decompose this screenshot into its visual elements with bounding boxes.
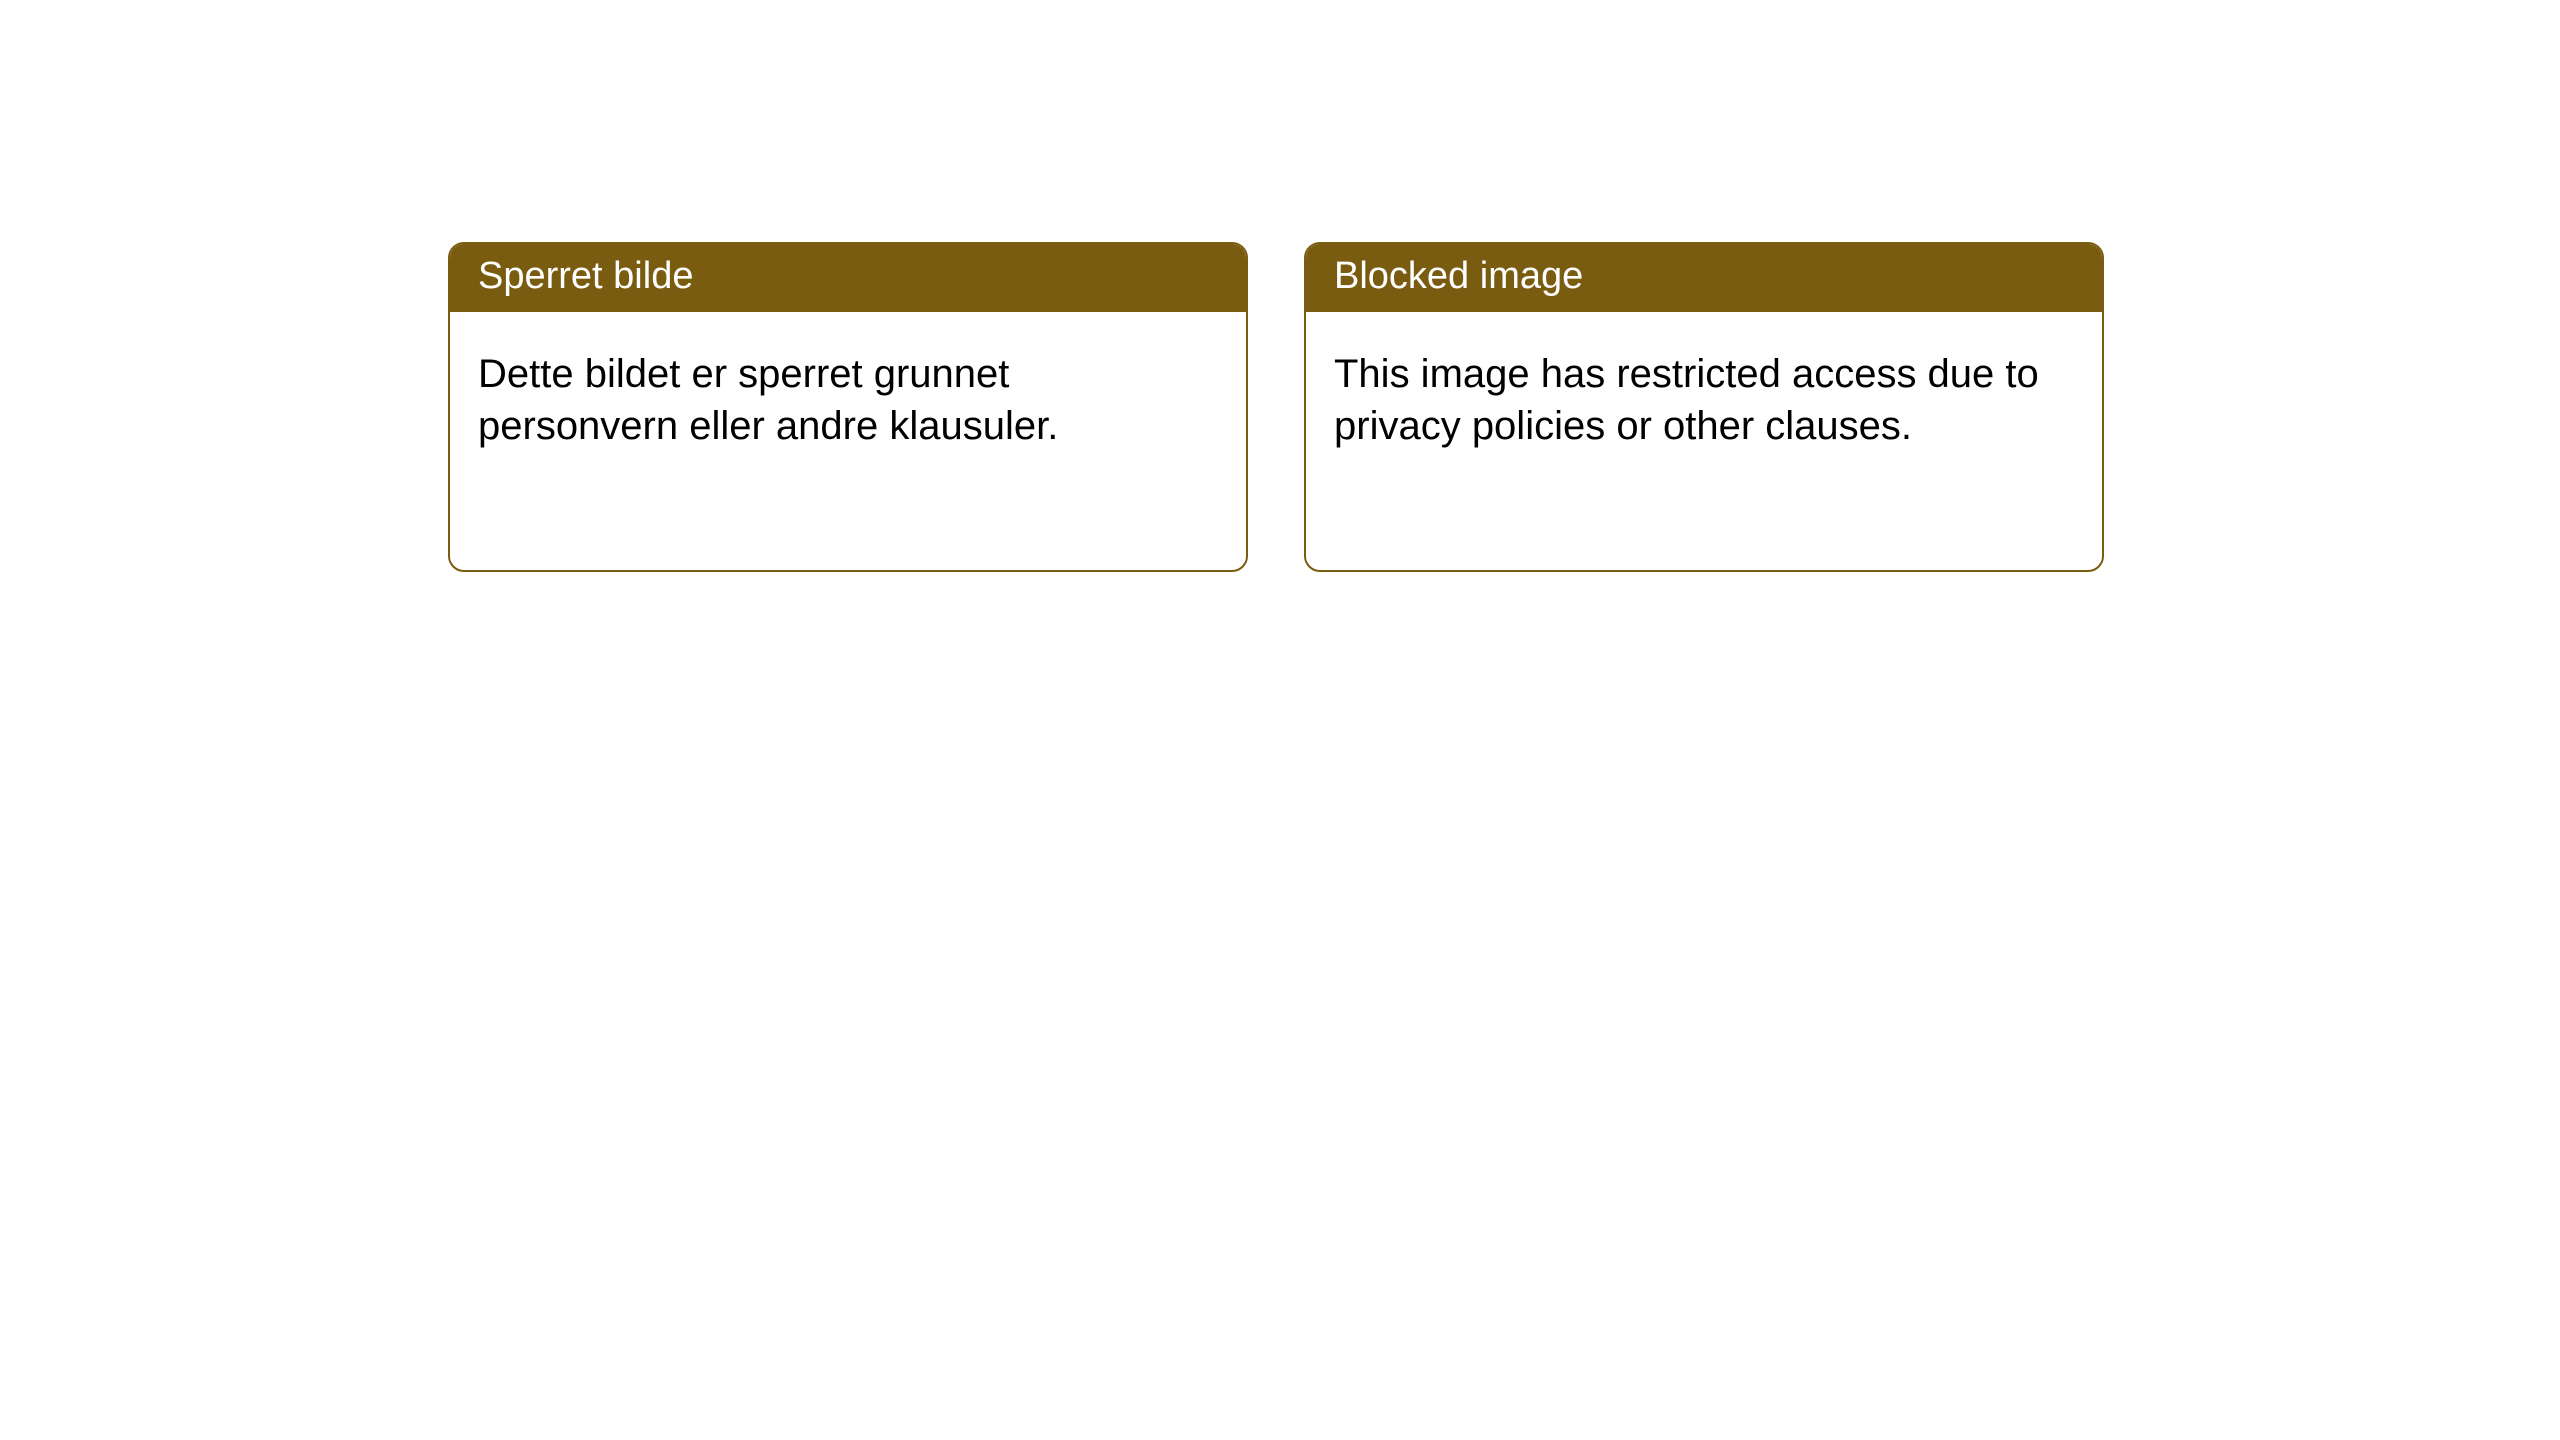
notice-card-body: This image has restricted access due to … (1306, 312, 2102, 480)
notice-cards-container: Sperret bilde Dette bildet er sperret gr… (0, 0, 2560, 572)
notice-card-body-text: This image has restricted access due to … (1334, 352, 2039, 448)
notice-card-header: Sperret bilde (450, 244, 1246, 312)
notice-card-english: Blocked image This image has restricted … (1304, 242, 2104, 572)
notice-card-title: Sperret bilde (478, 255, 693, 297)
notice-card-title: Blocked image (1334, 255, 1583, 297)
notice-card-header: Blocked image (1306, 244, 2102, 312)
notice-card-body-text: Dette bildet er sperret grunnet personve… (478, 352, 1058, 448)
notice-card-body: Dette bildet er sperret grunnet personve… (450, 312, 1246, 480)
notice-card-norwegian: Sperret bilde Dette bildet er sperret gr… (448, 242, 1248, 572)
